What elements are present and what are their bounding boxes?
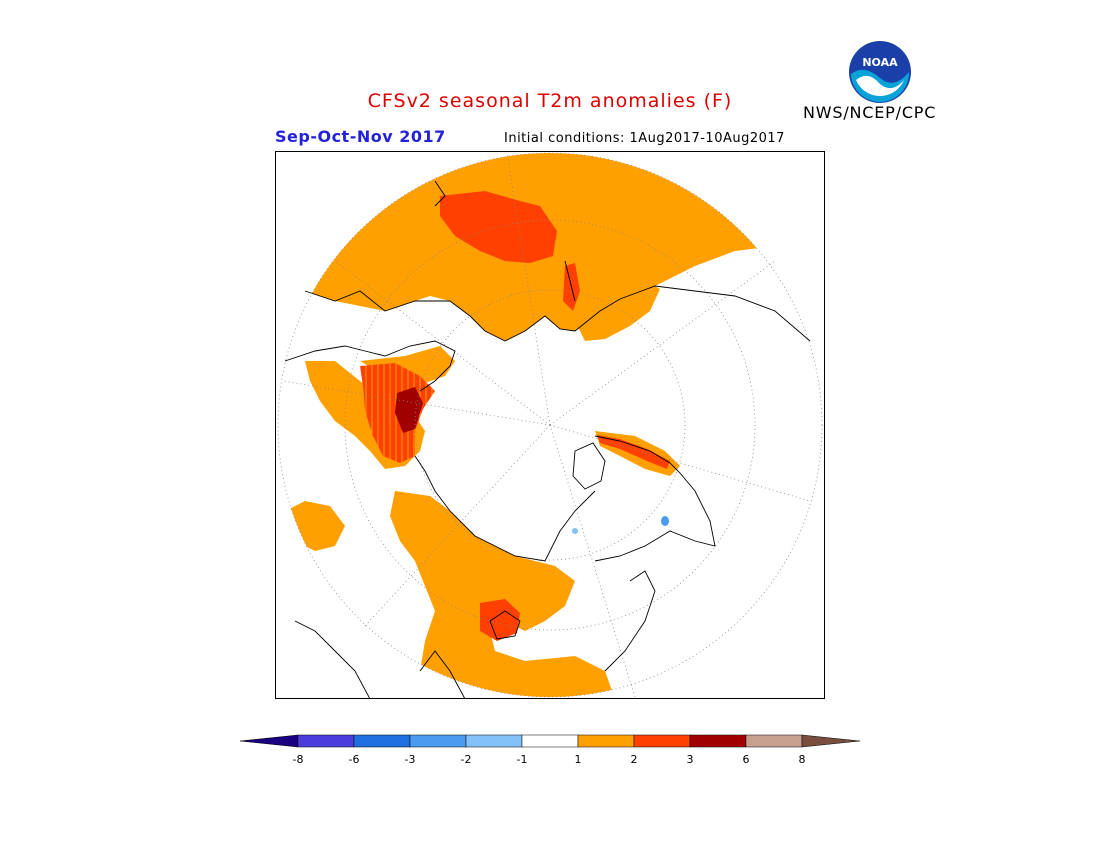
colorbar-arrow-high [801,734,861,748]
colorbar-bin-9 [745,734,803,748]
colorbar-tick-label: 1 [575,753,582,766]
colorbar-tick-label: 6 [743,753,750,766]
anomaly-blue-spot [661,516,669,526]
colorbar: -8 -6 -3 -2 -1 1 2 3 6 8 [239,734,861,766]
colorbar-tick-label: -1 [517,753,528,766]
colorbar-bin-7 [633,734,691,748]
agency-label: NWS/NCEP/CPC [803,103,937,122]
colorbar-bin-1 [297,734,355,748]
colorbar-bin-2 [353,734,411,748]
noaa-logo-text: NOAA [862,56,898,69]
colorbar-tick-label: -6 [349,753,360,766]
anomaly-east-europe-darkred [395,387,423,433]
initial-conditions-label: Initial conditions: 1Aug2017-10Aug2017 [504,131,785,146]
polar-map [275,151,825,699]
colorbar-tick-label: -3 [405,753,416,766]
colorbar-bin-8 [689,734,747,748]
anomaly-pacific-orange [575,281,660,341]
colorbar-bin-4 [465,734,523,748]
graticule [277,152,823,698]
colorbar-arrow-low [239,734,299,748]
colorbar-bin-5 [521,734,579,748]
anomaly-blue-spot-2 [572,528,578,534]
anomaly-asia-red [440,191,557,263]
anomaly-siberia-red [597,435,670,469]
coastlines [284,180,811,699]
colorbar-bin-3 [409,734,467,748]
colorbar-tick-label: 2 [631,753,638,766]
colorbar-tick-label: 8 [799,753,806,766]
anomaly-north-america-orange [390,491,615,697]
colorbar-bin-6 [577,734,635,748]
colorbar-tick-label: -2 [461,753,472,766]
season-label: Sep-Oct-Nov 2017 [275,127,446,146]
colorbar-tick-label: 3 [687,753,694,766]
noaa-logo: NOAA [849,41,911,103]
anomaly-canada-red [480,599,520,641]
colorbar-tick-label: -8 [293,753,304,766]
plot-title: CFSv2 seasonal T2m anomalies (F) [367,90,733,112]
